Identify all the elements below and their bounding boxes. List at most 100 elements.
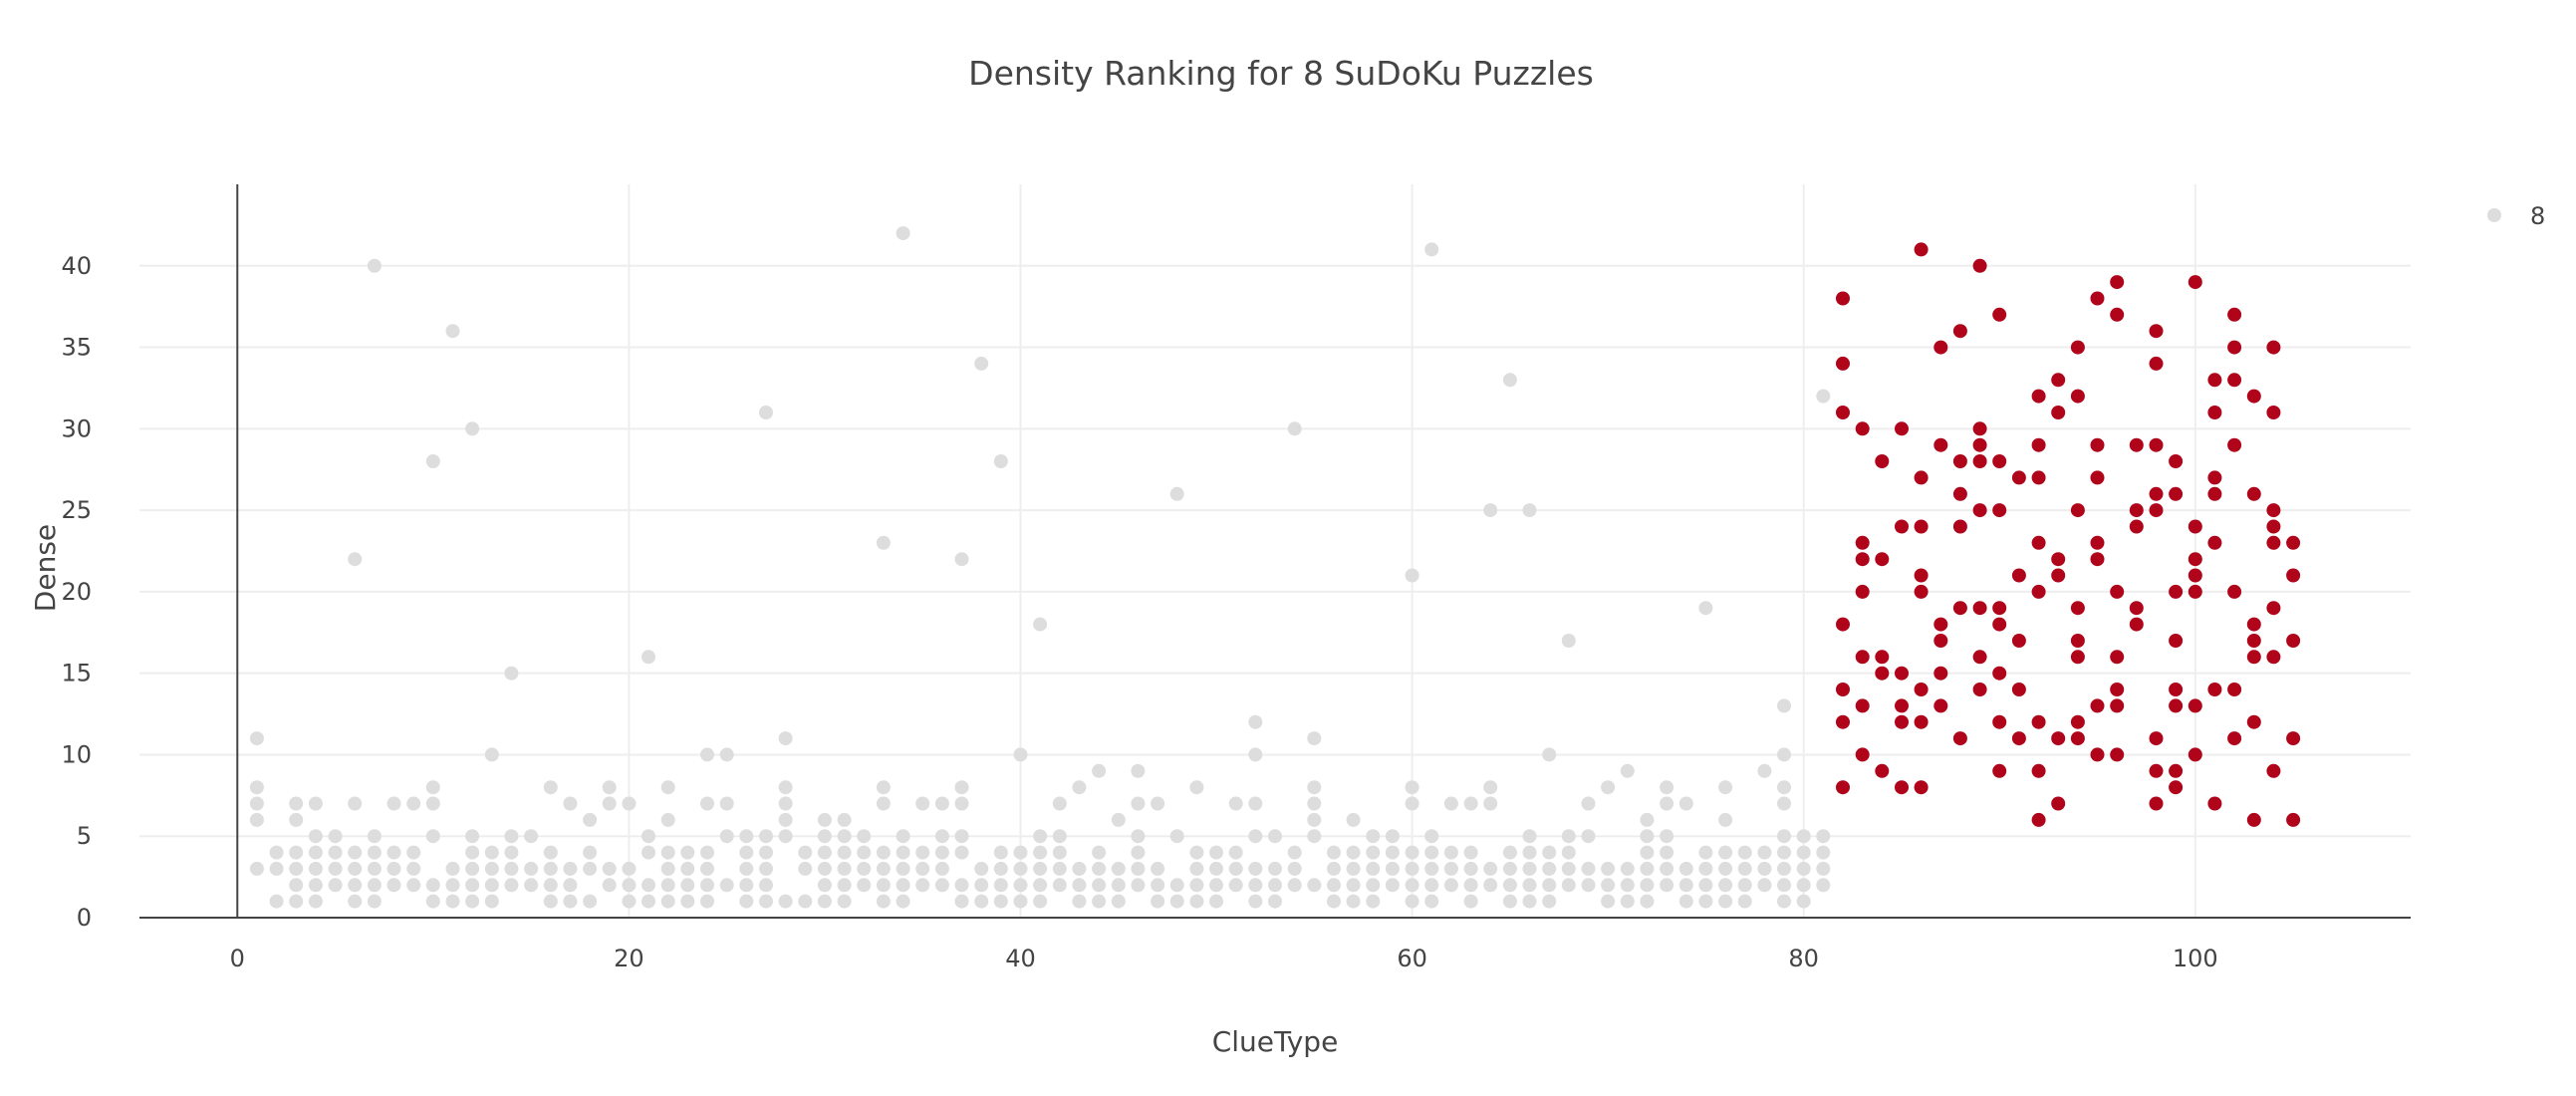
data-point [465,894,480,909]
data-point [934,861,949,876]
data-point [896,894,910,909]
data-point [642,894,655,909]
data-point [1952,324,1967,339]
data-point [1796,894,1811,909]
data-point [1405,845,1419,860]
data-point [2090,291,2105,306]
data-point [2011,634,2026,648]
data-point [1542,894,1557,909]
data-point [249,780,264,795]
data-point [1443,861,1458,876]
data-point [1542,747,1557,762]
data-point [1757,878,1772,893]
data-point [622,796,637,811]
data-point [269,894,284,909]
data-point [1601,780,1616,795]
data-point [1620,861,1635,876]
x-tick-label: 60 [1397,945,1427,972]
data-point [1855,535,1870,550]
data-point [328,861,343,876]
data-point [876,796,891,811]
data-point [1111,861,1126,876]
data-point [2070,340,2085,355]
data-point [2227,731,2242,746]
data-point [563,878,578,893]
data-point [1013,894,1028,909]
data-point [543,894,558,909]
data-point [386,861,401,876]
data-point [1581,796,1596,811]
legend[interactable]: 8 [2487,202,2545,230]
data-point [1424,829,1439,844]
data-point [1092,845,1107,860]
data-point [1248,796,1263,811]
data-point [1640,894,1655,909]
data-point [1424,845,1439,860]
data-point [622,878,637,893]
data-point [367,829,382,844]
data-point [1248,894,1263,909]
data-point [1855,698,1870,713]
data-point [1660,878,1674,893]
data-point [1698,601,1713,616]
data-point [484,747,499,762]
data-point [1757,763,1772,778]
data-point [974,861,989,876]
data-point [1111,812,1126,827]
data-point [1875,666,1890,681]
data-point [1483,796,1498,811]
data-point [2266,519,2281,534]
data-point [2188,552,2202,567]
data-point [2031,763,2046,778]
data-point [2169,780,2184,795]
data-point [837,812,852,827]
data-point [2070,650,2085,665]
data-point [1737,845,1752,860]
data-point [1463,861,1478,876]
data-point [249,861,264,876]
data-point [1092,861,1107,876]
data-point [2286,731,2301,746]
data-point [817,861,832,876]
data-point [348,861,363,876]
data-point [1855,552,1870,567]
data-point [974,878,989,893]
data-point [1972,437,1987,452]
data-point [1327,894,1341,909]
data-point [2149,796,2164,811]
data-point [386,845,401,860]
data-point [348,894,363,909]
data-point [993,454,1008,468]
data-point [1972,421,1987,436]
data-point [2110,307,2125,322]
data-point [2129,519,2144,534]
data-point [2031,714,2046,729]
data-point [425,454,440,468]
data-point [1933,437,1948,452]
data-point [680,845,695,860]
data-point [2188,519,2202,534]
data-point [1875,454,1890,468]
data-point [1933,634,1948,648]
data-point [543,845,558,860]
y-tick-label: 30 [61,414,92,442]
data-point [1972,454,1987,468]
data-point [1169,894,1184,909]
data-point [1561,861,1576,876]
data-point [1307,780,1322,795]
data-point [1366,878,1381,893]
data-point [1757,845,1772,860]
data-point [1151,878,1165,893]
data-point [739,894,754,909]
data-point [1914,683,1929,696]
data-point [934,796,949,811]
data-point [1816,861,1831,876]
data-point [524,829,539,844]
data-point [857,845,872,860]
data-point [2070,731,2085,746]
data-point [386,796,401,811]
data-point [1405,568,1419,583]
data-point [896,861,910,876]
data-point [1640,861,1655,876]
data-point [2266,763,2281,778]
